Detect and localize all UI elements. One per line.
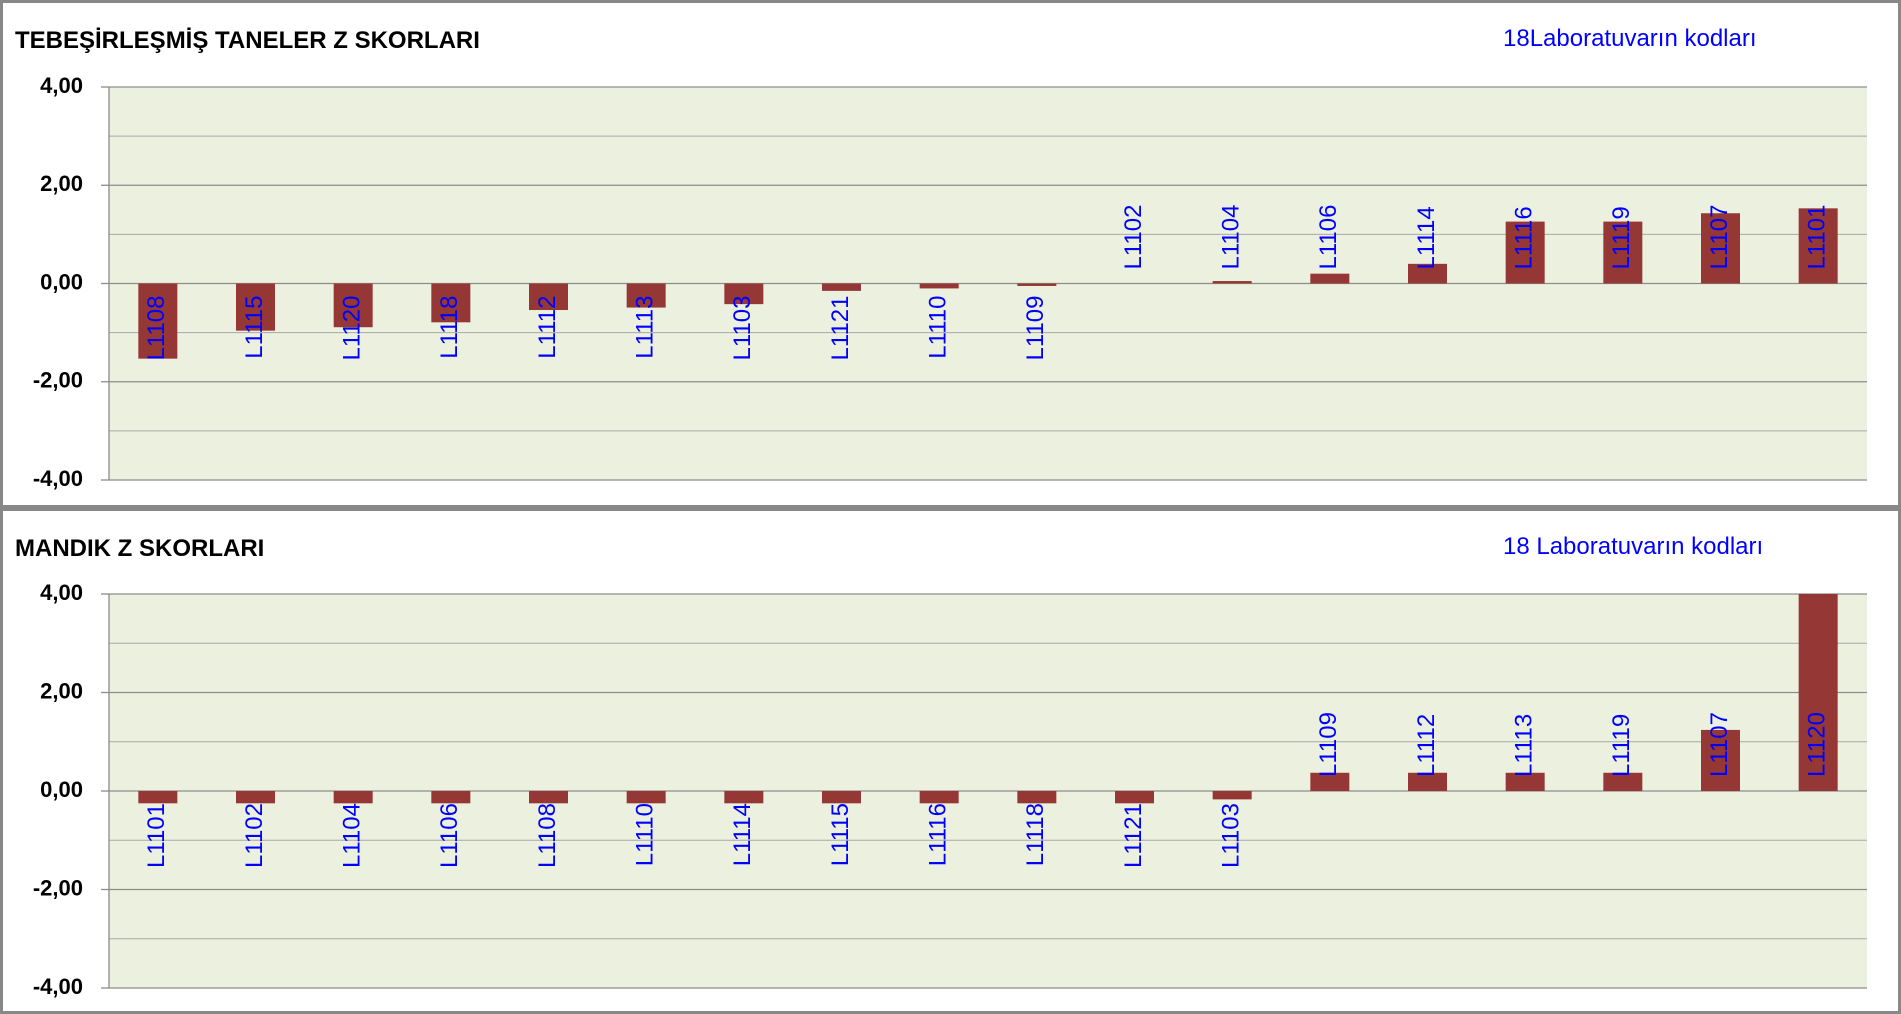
bar bbox=[1310, 273, 1350, 284]
category-label: L1112 bbox=[534, 296, 561, 359]
category-label: L1120 bbox=[1804, 712, 1831, 777]
bar bbox=[1115, 791, 1154, 804]
category-label: L1110 bbox=[925, 296, 952, 359]
category-label: L1106 bbox=[1315, 205, 1342, 270]
bar bbox=[724, 791, 764, 804]
bar bbox=[1408, 263, 1447, 284]
category-label: L1113 bbox=[1511, 714, 1538, 777]
bar bbox=[919, 283, 959, 289]
y-tick-label: 4,00 bbox=[40, 580, 83, 605]
category-label: L1119 bbox=[1608, 206, 1635, 269]
bar bbox=[626, 283, 666, 308]
bar bbox=[529, 791, 568, 804]
y-tick-label: -2,00 bbox=[33, 875, 83, 900]
bar bbox=[333, 791, 373, 804]
category-label: L1104 bbox=[1218, 205, 1245, 270]
category-label: L1107 bbox=[1706, 205, 1733, 270]
bar bbox=[1603, 221, 1643, 284]
bar bbox=[724, 283, 764, 305]
chart-title: TEBEŞİRLEŞMİŞ TANELER Z SKORLARI bbox=[15, 27, 480, 54]
category-label: L1102 bbox=[241, 803, 268, 868]
bar bbox=[1798, 208, 1838, 284]
y-tick-label: 2,00 bbox=[40, 678, 83, 703]
bar bbox=[1798, 594, 1838, 791]
bar bbox=[822, 283, 861, 291]
bar bbox=[1408, 772, 1447, 791]
category-label: L1118 bbox=[436, 296, 463, 359]
category-label: L1107 bbox=[1706, 712, 1733, 777]
category-label: L1118 bbox=[1022, 803, 1049, 866]
y-tick-label: 2,00 bbox=[40, 171, 83, 196]
y-tick-label: -4,00 bbox=[33, 974, 83, 999]
bar bbox=[1701, 729, 1740, 791]
bar bbox=[1017, 791, 1057, 804]
bar bbox=[529, 283, 568, 311]
category-label: L1104 bbox=[339, 803, 366, 868]
category-label: L1114 bbox=[729, 803, 756, 866]
category-label: L1108 bbox=[143, 296, 170, 361]
category-label: L1116 bbox=[1511, 206, 1538, 269]
category-label: L1106 bbox=[436, 803, 463, 868]
category-label: L1102 bbox=[1120, 205, 1147, 270]
annotation: 18Laboratuvarın kodları bbox=[1503, 25, 1757, 52]
bar bbox=[138, 791, 178, 804]
bar bbox=[1505, 772, 1545, 791]
bar bbox=[1505, 221, 1545, 284]
category-label: L1112 bbox=[1413, 714, 1440, 777]
bar bbox=[626, 791, 666, 804]
bar bbox=[1701, 213, 1740, 284]
category-label: L1120 bbox=[339, 296, 366, 361]
chart-title: MANDIK Z SKORLARI bbox=[15, 535, 264, 562]
bar bbox=[1017, 283, 1057, 286]
y-tick-label: 4,00 bbox=[40, 73, 83, 98]
category-label: L1115 bbox=[241, 296, 268, 359]
category-label: L1121 bbox=[827, 296, 854, 361]
bar bbox=[431, 283, 471, 323]
category-label: L1121 bbox=[1120, 803, 1147, 868]
bar bbox=[236, 791, 275, 804]
bar bbox=[1212, 791, 1252, 800]
y-tick-label: -2,00 bbox=[33, 368, 83, 393]
bar bbox=[236, 283, 275, 331]
annotation: 18 Laboratuvarın kodları bbox=[1503, 533, 1763, 560]
y-tick-label: 0,00 bbox=[40, 777, 83, 802]
chart-panel: TEBEŞİRLEŞMİŞ TANELER Z SKORLARI 18Labora… bbox=[0, 0, 1901, 508]
bar bbox=[1212, 281, 1252, 284]
category-label: L1109 bbox=[1022, 296, 1049, 361]
y-tick-label: -4,00 bbox=[33, 466, 83, 491]
category-label: L1119 bbox=[1608, 714, 1635, 777]
bar bbox=[333, 283, 373, 328]
bar bbox=[1310, 772, 1350, 791]
bar bbox=[431, 791, 471, 804]
category-label: L1113 bbox=[632, 296, 659, 359]
category-label: L1110 bbox=[632, 803, 659, 866]
bar bbox=[1603, 772, 1643, 791]
category-label: L1101 bbox=[1804, 205, 1831, 270]
category-label: L1109 bbox=[1315, 712, 1342, 777]
category-label: L1115 bbox=[827, 803, 854, 866]
bar bbox=[138, 283, 178, 359]
category-label: L1103 bbox=[729, 296, 756, 361]
chart-panel: MANDIK Z SKORLARI 18 Laboratuvarın kodlar… bbox=[0, 508, 1901, 1014]
category-label: L1114 bbox=[1413, 206, 1440, 269]
category-label: L1103 bbox=[1218, 803, 1245, 868]
bar bbox=[919, 791, 959, 804]
y-tick-label: 0,00 bbox=[40, 269, 83, 294]
category-label: L1108 bbox=[534, 803, 561, 868]
category-label: L1101 bbox=[143, 803, 170, 868]
category-label: L1116 bbox=[925, 803, 952, 866]
bar bbox=[822, 791, 861, 804]
